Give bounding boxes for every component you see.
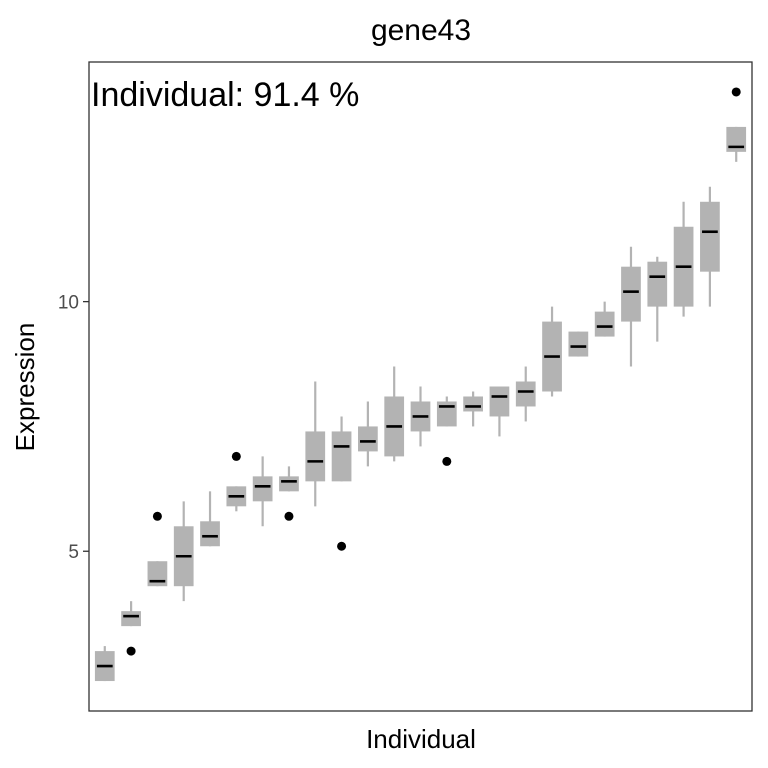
box-group-15 bbox=[463, 391, 483, 427]
box-group-6 bbox=[226, 451, 247, 512]
box-body-8 bbox=[279, 476, 299, 492]
box-group-19 bbox=[568, 331, 589, 357]
box-group-12 bbox=[384, 366, 405, 462]
outlier-point-10-1 bbox=[337, 541, 347, 551]
box-group-3 bbox=[147, 511, 168, 587]
box-body-17 bbox=[515, 381, 536, 407]
y-axis-label: Expression bbox=[10, 323, 40, 452]
box-group-1 bbox=[94, 646, 115, 682]
box-group-9 bbox=[305, 381, 326, 507]
box-group-4 bbox=[173, 501, 194, 602]
outlier-point-14-1 bbox=[442, 456, 452, 466]
box-body-22 bbox=[647, 261, 668, 307]
box-group-23 bbox=[673, 201, 694, 317]
box-group-10 bbox=[331, 416, 352, 551]
box-group-14 bbox=[436, 396, 457, 466]
box-group-18 bbox=[542, 306, 562, 397]
outlier-point-8-1 bbox=[284, 511, 294, 521]
box-body-16 bbox=[489, 386, 510, 417]
chart-annotation: Individual: 91.4 % bbox=[91, 76, 359, 114]
box-body-5 bbox=[200, 521, 220, 547]
box-group-16 bbox=[489, 386, 510, 437]
outlier-point-25-1 bbox=[731, 87, 741, 97]
outlier-point-3-1 bbox=[152, 511, 162, 521]
plot-marks bbox=[94, 87, 747, 682]
box-group-20 bbox=[594, 301, 615, 337]
box-group-25 bbox=[726, 87, 747, 162]
box-group-24 bbox=[700, 186, 720, 307]
box-body-21 bbox=[621, 266, 641, 322]
box-group-17 bbox=[515, 366, 536, 422]
box-group-11 bbox=[358, 401, 378, 467]
box-group-7 bbox=[252, 456, 273, 527]
chart-title: gene43 bbox=[371, 14, 471, 47]
box-body-15 bbox=[463, 396, 483, 412]
box-group-5 bbox=[200, 491, 220, 547]
x-axis-label: Individual bbox=[366, 724, 476, 754]
box-body-9 bbox=[305, 431, 326, 482]
box-group-2 bbox=[121, 601, 141, 656]
box-body-10 bbox=[331, 431, 352, 482]
outlier-point-6-1 bbox=[231, 451, 241, 461]
y-axis: 5 10 bbox=[58, 293, 89, 563]
box-body-2 bbox=[121, 611, 141, 627]
box-body-7 bbox=[252, 476, 273, 502]
box-body-20 bbox=[594, 311, 615, 337]
y-tick-label-10: 10 bbox=[58, 293, 79, 314]
box-group-21 bbox=[621, 246, 641, 367]
box-body-24 bbox=[700, 201, 720, 272]
box-body-11 bbox=[358, 426, 378, 452]
outlier-point-2-1 bbox=[126, 646, 136, 656]
box-group-8 bbox=[279, 466, 299, 521]
box-group-22 bbox=[647, 256, 668, 342]
box-body-19 bbox=[568, 331, 589, 357]
box-group-13 bbox=[410, 386, 431, 447]
panel-border bbox=[88, 61, 753, 712]
y-tick-label-5: 5 bbox=[68, 542, 79, 563]
